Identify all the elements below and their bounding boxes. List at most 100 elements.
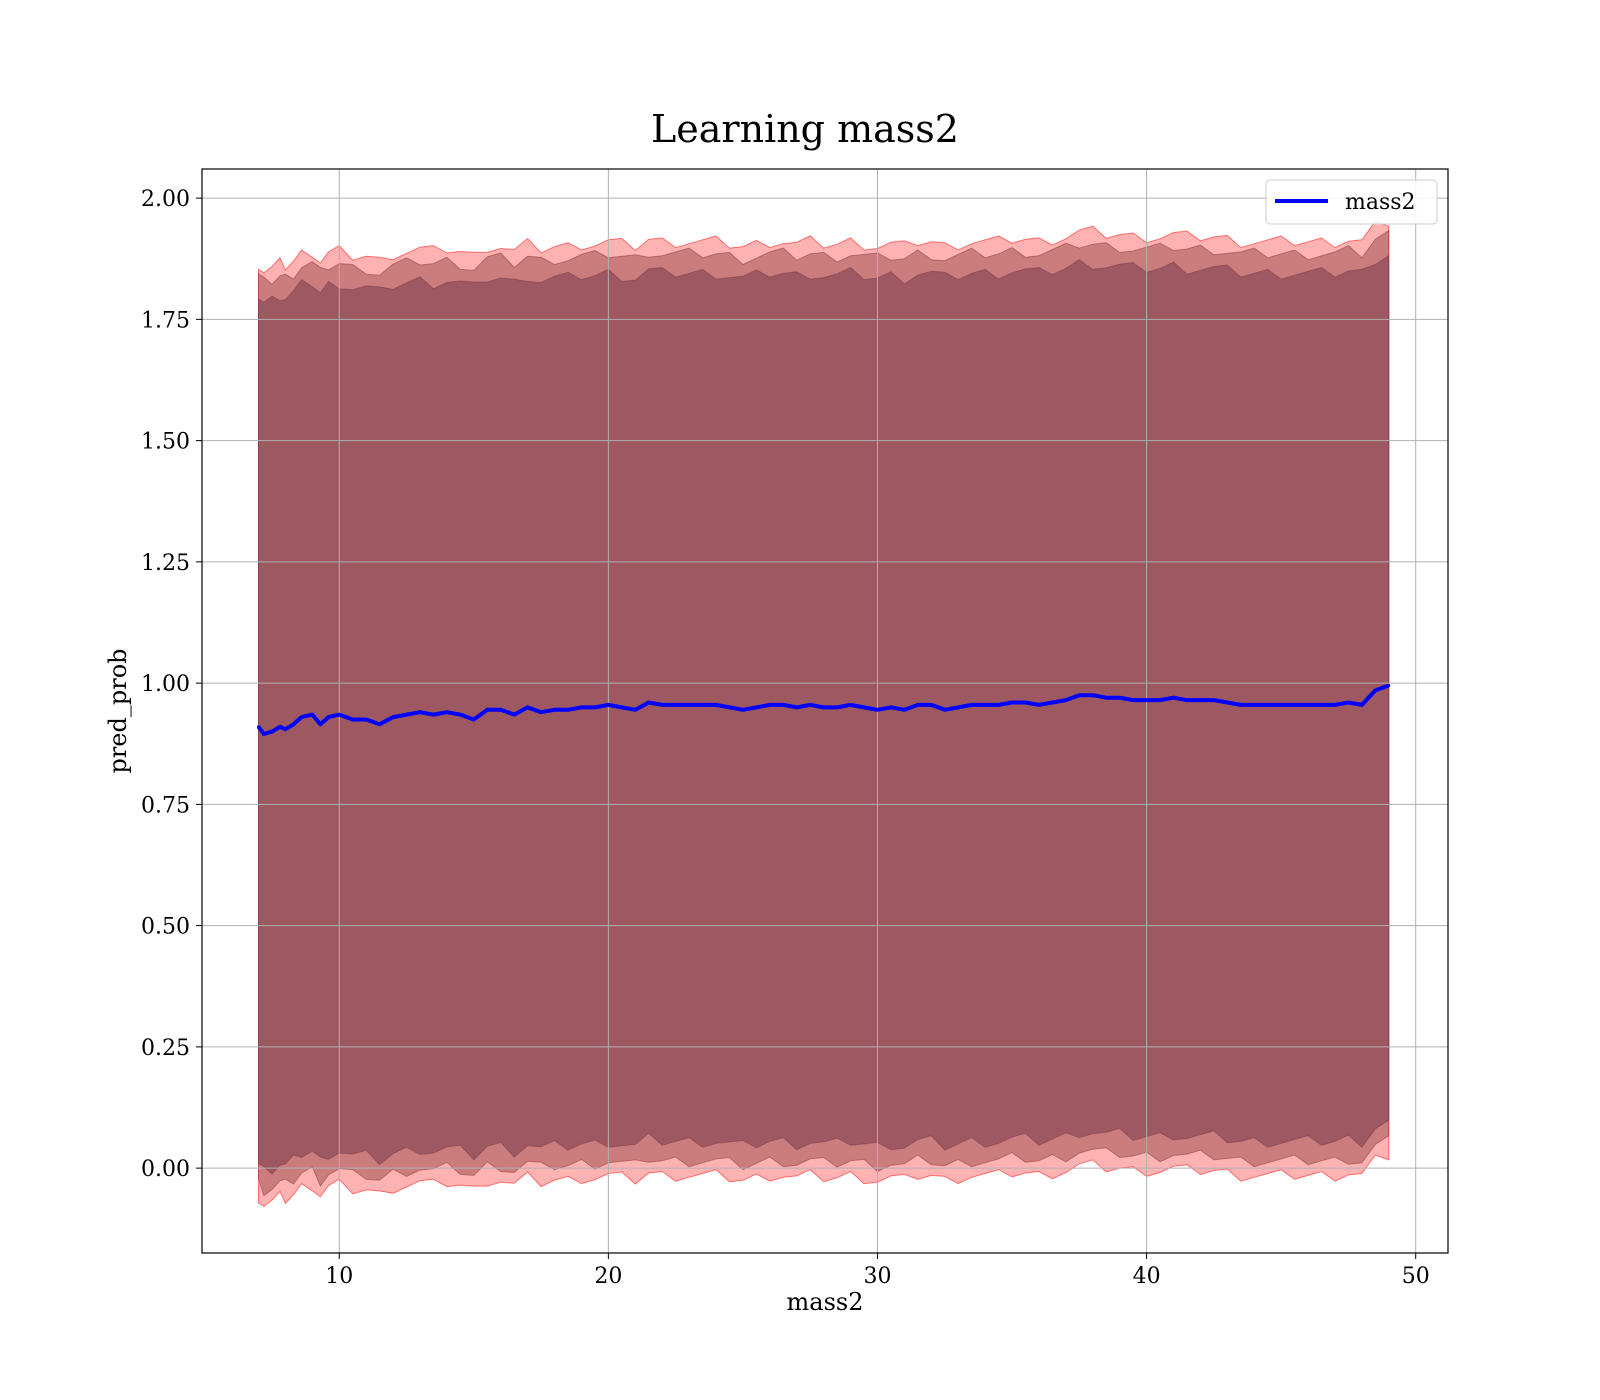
legend: mass2	[1265, 179, 1438, 225]
series-point-mass2	[1279, 703, 1283, 707]
series-point-mass2	[292, 722, 295, 726]
series-point-mass2	[1050, 701, 1054, 704]
series-point-mass2	[1145, 698, 1149, 702]
series-point-mass2	[835, 705, 839, 709]
y-tick-label: 1.00	[141, 672, 190, 697]
series-point-mass2	[997, 703, 1001, 707]
series-point-mass2	[593, 705, 597, 709]
series-point-mass2	[1091, 693, 1095, 697]
series-point-mass2	[929, 703, 933, 707]
y-tick-label: 1.50	[141, 430, 190, 455]
series-point-mass2	[351, 718, 355, 721]
axis-ticks: 10 20 30 40 50 0.00 0.25 0.50 0.75 1.00 1.25 1.50 1.…	[141, 187, 1430, 1289]
y-tick-label: 0.50	[141, 915, 190, 940]
y-tick-label: 0.25	[141, 1036, 190, 1061]
legend-box	[1265, 179, 1438, 225]
series-point-mass2	[1252, 703, 1256, 707]
series-point-mass2	[1172, 696, 1175, 700]
y-tick-label: 1.75	[141, 308, 190, 333]
series-point-mass2	[1333, 703, 1337, 707]
series-point-mass2	[1010, 701, 1014, 704]
series-point-mass2	[318, 722, 322, 726]
series-point-mass2	[580, 705, 583, 709]
series-point-mass2	[539, 710, 543, 714]
y-tick-label: 2.00	[141, 187, 190, 212]
x-tick-label: 20	[594, 1264, 622, 1289]
series-point-mass2	[1198, 698, 1202, 702]
series-point-mass2	[1320, 703, 1323, 707]
series-point-mass2	[378, 722, 382, 726]
y-axis-label: pred_prob	[104, 648, 132, 773]
series-point-mass2	[485, 708, 489, 712]
series-point-mass2	[1360, 703, 1364, 707]
series-point-mass2	[741, 708, 745, 712]
series-point-mass2	[262, 732, 266, 736]
series-point-mass2	[808, 703, 812, 707]
series-point-mass2	[300, 715, 304, 719]
confidence-band-2	[258, 254, 1390, 1175]
series-point-mass2	[876, 708, 879, 712]
series-point-mass2	[916, 703, 920, 707]
series-point-mass2	[701, 703, 705, 707]
series-point-mass2	[687, 703, 691, 707]
series-point-mass2	[512, 713, 516, 717]
series-lines	[256, 683, 1391, 736]
series-point-mass2	[1024, 701, 1027, 704]
series-point-mass2	[983, 703, 987, 707]
y-tick-label: 0.75	[141, 793, 190, 818]
y-tick-label: 1.25	[141, 551, 190, 576]
series-point-mass2	[499, 708, 503, 712]
series-point-mass2	[418, 710, 422, 714]
series-point-mass2	[431, 713, 435, 717]
x-tick-label: 50	[1402, 1264, 1430, 1289]
series-point-mass2	[526, 705, 530, 709]
series-point-mass2	[714, 703, 718, 707]
gridlines	[202, 169, 1448, 1253]
series-point-mass2	[970, 703, 974, 707]
series-point-mass2	[620, 705, 624, 709]
series-point-mass2	[327, 715, 330, 719]
series-point-mass2	[270, 730, 274, 734]
series-point-mass2	[405, 713, 408, 717]
series-point-mass2	[458, 713, 462, 717]
series-point-mass2	[1293, 703, 1297, 707]
series-point-mass2	[795, 705, 799, 709]
series-point-mass2	[768, 703, 772, 707]
series-point-mass2	[849, 703, 853, 707]
x-tick-label: 30	[863, 1264, 891, 1289]
legend-label-mass2: mass2	[1345, 190, 1416, 215]
series-point-mass2	[310, 713, 314, 717]
series-point-mass2	[660, 703, 664, 707]
series-point-mass2	[1131, 698, 1135, 702]
series-point-mass2	[781, 703, 785, 707]
series-point-mass2	[283, 727, 287, 731]
series-point-mass2	[862, 705, 866, 709]
series-point-mass2	[889, 705, 893, 709]
series-point-mass2	[1212, 698, 1216, 702]
series-point-mass2	[606, 703, 610, 707]
series-point-mass2	[445, 710, 449, 714]
series-point-mass2	[647, 701, 651, 704]
chart-title: Learning mass2	[651, 107, 959, 151]
series-point-mass2	[674, 703, 678, 707]
series-point-mass2	[1239, 703, 1243, 707]
series-point-mass2	[1387, 684, 1391, 687]
series-point-mass2	[1104, 696, 1108, 700]
series-point-mass2	[1185, 698, 1189, 702]
series-point-mass2	[553, 708, 556, 712]
series-point-mass2	[566, 708, 570, 712]
series-point-mass2	[1118, 696, 1122, 700]
series-point-mass2	[822, 705, 826, 709]
series-point-mass2	[1077, 693, 1081, 697]
series-point-mass2	[1373, 688, 1377, 692]
x-axis-label: mass2	[787, 1288, 864, 1316]
series-point-mass2	[633, 708, 637, 712]
plot-area-frame	[201, 168, 1449, 1254]
series-point-mass2	[902, 708, 906, 712]
x-tick-label: 40	[1133, 1264, 1161, 1289]
confidence-bands	[258, 220, 1390, 1208]
series-point-mass2	[1225, 701, 1229, 704]
series-point-mass2	[1158, 698, 1162, 702]
